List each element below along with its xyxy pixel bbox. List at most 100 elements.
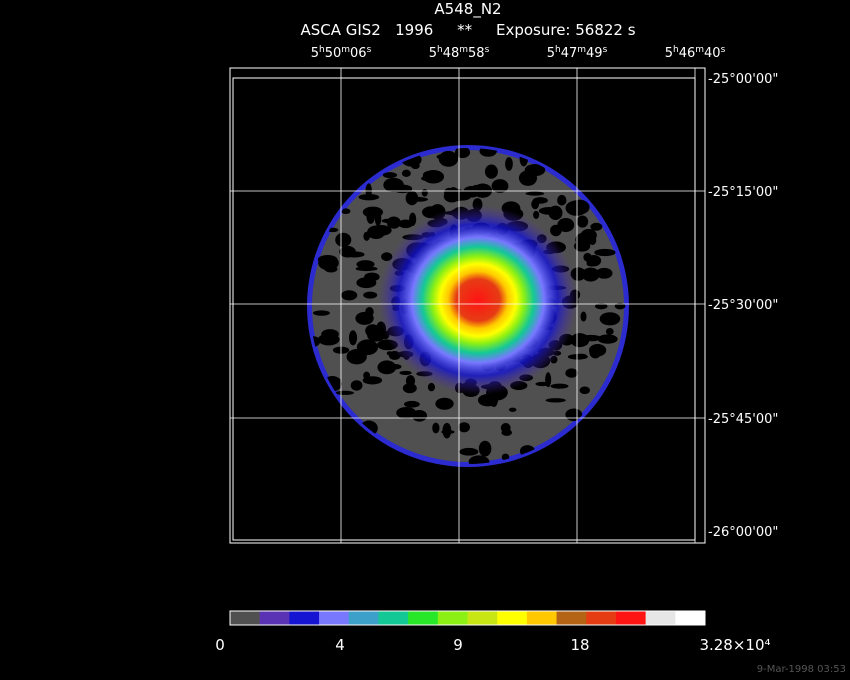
speckle — [341, 208, 351, 215]
colorbar-label: 4 — [335, 636, 345, 654]
speckle — [595, 267, 613, 279]
speckle — [501, 453, 510, 461]
speckle — [402, 383, 417, 394]
speckle — [525, 191, 545, 196]
right-axis-label: -26°00'00" — [708, 525, 778, 540]
speckle — [399, 370, 412, 375]
speckle — [442, 422, 452, 439]
top-axis-label: 5h50m06s — [311, 45, 372, 61]
axis-labels: 5h50m06s 5h48m58s 5h47m49s 5h46m40s -25°00'0… — [311, 45, 779, 540]
colorbar-swatch — [615, 611, 647, 625]
colorbar-swatch — [586, 611, 617, 625]
speckle — [401, 169, 411, 178]
colorbar-swatch — [319, 611, 350, 625]
speckle — [359, 420, 378, 436]
speckle — [589, 346, 602, 359]
speckle — [576, 215, 589, 228]
speckle — [427, 382, 436, 392]
top-axis-label: 5h48m58s — [429, 45, 490, 61]
colorbar-swatch — [497, 611, 528, 625]
speckle — [550, 383, 569, 389]
speckle — [364, 272, 380, 282]
speckle — [605, 328, 614, 335]
speckle — [365, 306, 374, 317]
speckle — [358, 193, 380, 201]
speckle — [381, 218, 395, 223]
colorbar-swatch — [230, 611, 261, 625]
speckle — [535, 381, 550, 387]
speckle — [382, 172, 398, 179]
speckle — [313, 310, 330, 316]
speckle — [367, 329, 386, 342]
speckle — [341, 290, 358, 301]
speckle — [484, 164, 498, 179]
colorbar-label: 3.28×10⁴ — [699, 636, 770, 654]
grid — [230, 68, 705, 543]
speckle — [491, 179, 509, 193]
speckle — [567, 354, 588, 360]
speckle — [363, 231, 370, 241]
speckle — [557, 217, 575, 233]
colorbar-swatch — [348, 611, 379, 625]
colorbar-swatch — [289, 611, 320, 625]
speckle — [575, 232, 592, 247]
speckle — [405, 375, 416, 387]
speckle — [363, 291, 378, 299]
speckle — [477, 393, 498, 407]
colorbar-swatch — [259, 611, 290, 625]
subtitle: ASCA GIS2 1996 ** Exposure: 56822 s — [300, 21, 635, 39]
speckle — [443, 190, 460, 203]
speckle — [350, 380, 363, 391]
speckle — [579, 386, 590, 395]
speckle — [317, 333, 340, 346]
speckle — [435, 397, 454, 410]
speckle — [398, 219, 414, 229]
speckle — [538, 207, 561, 215]
speckle — [565, 200, 588, 216]
speckle — [335, 390, 355, 395]
colorbar: 0 4 9 18 3.28×10⁴ — [215, 610, 771, 654]
speckle — [565, 368, 578, 378]
speckle — [586, 254, 602, 267]
speckle — [468, 455, 490, 464]
colorbar-swatch — [408, 611, 439, 625]
colorbar-swatch — [645, 611, 676, 625]
colorbar-swatch — [437, 611, 468, 625]
speckle — [478, 440, 492, 457]
colorbar-label: 18 — [570, 636, 589, 654]
colorbar-swatch — [378, 611, 409, 625]
top-axis-label: 5h47m49s — [547, 45, 608, 61]
speckle — [505, 157, 513, 171]
speckle — [366, 209, 376, 224]
top-axis-label: 5h46m40s — [665, 45, 726, 61]
speckle — [346, 349, 367, 365]
cluster-emission — [378, 205, 578, 395]
timestamp: 9-Mar-1998 03:53 — [757, 664, 846, 675]
speckle — [594, 248, 616, 257]
speckle — [459, 447, 479, 456]
speckle — [422, 171, 434, 179]
speckle — [432, 422, 440, 434]
colorbar-label: 0 — [215, 636, 225, 654]
speckle — [386, 351, 393, 356]
colorbar-frame — [229, 610, 706, 626]
speckle — [458, 422, 470, 433]
speckle — [597, 334, 618, 344]
speckle — [500, 423, 511, 433]
speckle — [403, 400, 420, 408]
speckle — [590, 222, 603, 231]
speckle — [518, 170, 538, 186]
xray-image — [307, 145, 629, 467]
outer-frame — [229, 67, 706, 544]
speckle — [599, 312, 621, 326]
speckle — [405, 191, 419, 206]
speckle — [533, 210, 540, 219]
speckle — [581, 267, 600, 282]
speckle — [557, 194, 567, 206]
right-axis-label: -25°00'00" — [708, 72, 778, 87]
right-axis-label: -25°30'00" — [708, 298, 778, 313]
speckle — [614, 302, 626, 310]
speckle — [335, 232, 352, 248]
title: A548_N2 — [434, 0, 501, 19]
